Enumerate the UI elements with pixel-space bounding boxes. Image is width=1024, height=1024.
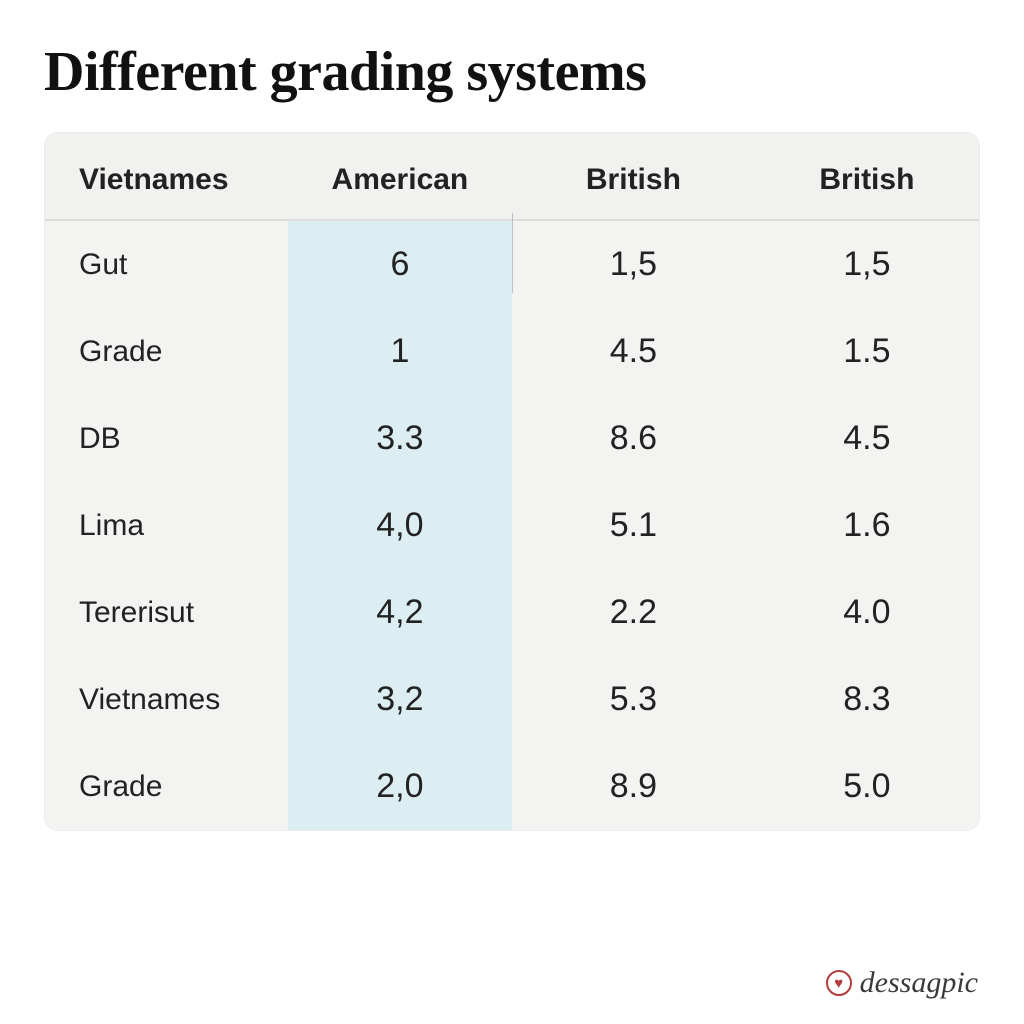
heart-icon: ♥ xyxy=(826,970,852,996)
cell: 1.5 xyxy=(755,308,979,395)
table-row: Vietnames 3,2 5.3 8.3 xyxy=(45,656,979,743)
table-body: Gut 6 1,5 1,5 Grade 1 4.5 1.5 DB 3.3 8.6… xyxy=(45,220,979,830)
cell: Grade xyxy=(45,743,288,830)
cell: 4,0 xyxy=(288,482,512,569)
cell: 1,5 xyxy=(512,220,755,308)
watermark-text: dessagpic xyxy=(860,966,978,1000)
cell: 4,2 xyxy=(288,569,512,656)
cell: Grade xyxy=(45,308,288,395)
cell: 2,0 xyxy=(288,743,512,830)
cell: 1,5 xyxy=(755,220,979,308)
col-header-3: British xyxy=(755,133,979,220)
table-header-row: Vietnames American British British xyxy=(45,133,979,220)
cell: Gut xyxy=(45,220,288,308)
cell: 4.5 xyxy=(512,308,755,395)
grading-table-container: Vietnames American British British Gut 6… xyxy=(44,132,980,831)
cell: 8.3 xyxy=(755,656,979,743)
cell: 3,2 xyxy=(288,656,512,743)
cell: 5.3 xyxy=(512,656,755,743)
cell: DB xyxy=(45,395,288,482)
cell: 2.2 xyxy=(512,569,755,656)
cell: 5.0 xyxy=(755,743,979,830)
cell: Lima xyxy=(45,482,288,569)
cell: 5.1 xyxy=(512,482,755,569)
cell: Tererisut xyxy=(45,569,288,656)
col-header-2: British xyxy=(512,133,755,220)
col-header-1: American xyxy=(288,133,512,220)
vertical-divider xyxy=(512,213,513,293)
cell: 6 xyxy=(288,220,512,308)
table-row: Lima 4,0 5.1 1.6 xyxy=(45,482,979,569)
cell: 4.5 xyxy=(755,395,979,482)
table-row: Tererisut 4,2 2.2 4.0 xyxy=(45,569,979,656)
cell: 8.9 xyxy=(512,743,755,830)
page-title: Different grading systems xyxy=(44,40,980,104)
cell: 8.6 xyxy=(512,395,755,482)
cell: 3.3 xyxy=(288,395,512,482)
table-row: Grade 1 4.5 1.5 xyxy=(45,308,979,395)
table-row: DB 3.3 8.6 4.5 xyxy=(45,395,979,482)
watermark: ♥ dessagpic xyxy=(826,966,978,1000)
cell: 1.6 xyxy=(755,482,979,569)
cell: 1 xyxy=(288,308,512,395)
col-header-0: Vietnames xyxy=(45,133,288,220)
cell: Vietnames xyxy=(45,656,288,743)
table-row: Grade 2,0 8.9 5.0 xyxy=(45,743,979,830)
cell: 4.0 xyxy=(755,569,979,656)
